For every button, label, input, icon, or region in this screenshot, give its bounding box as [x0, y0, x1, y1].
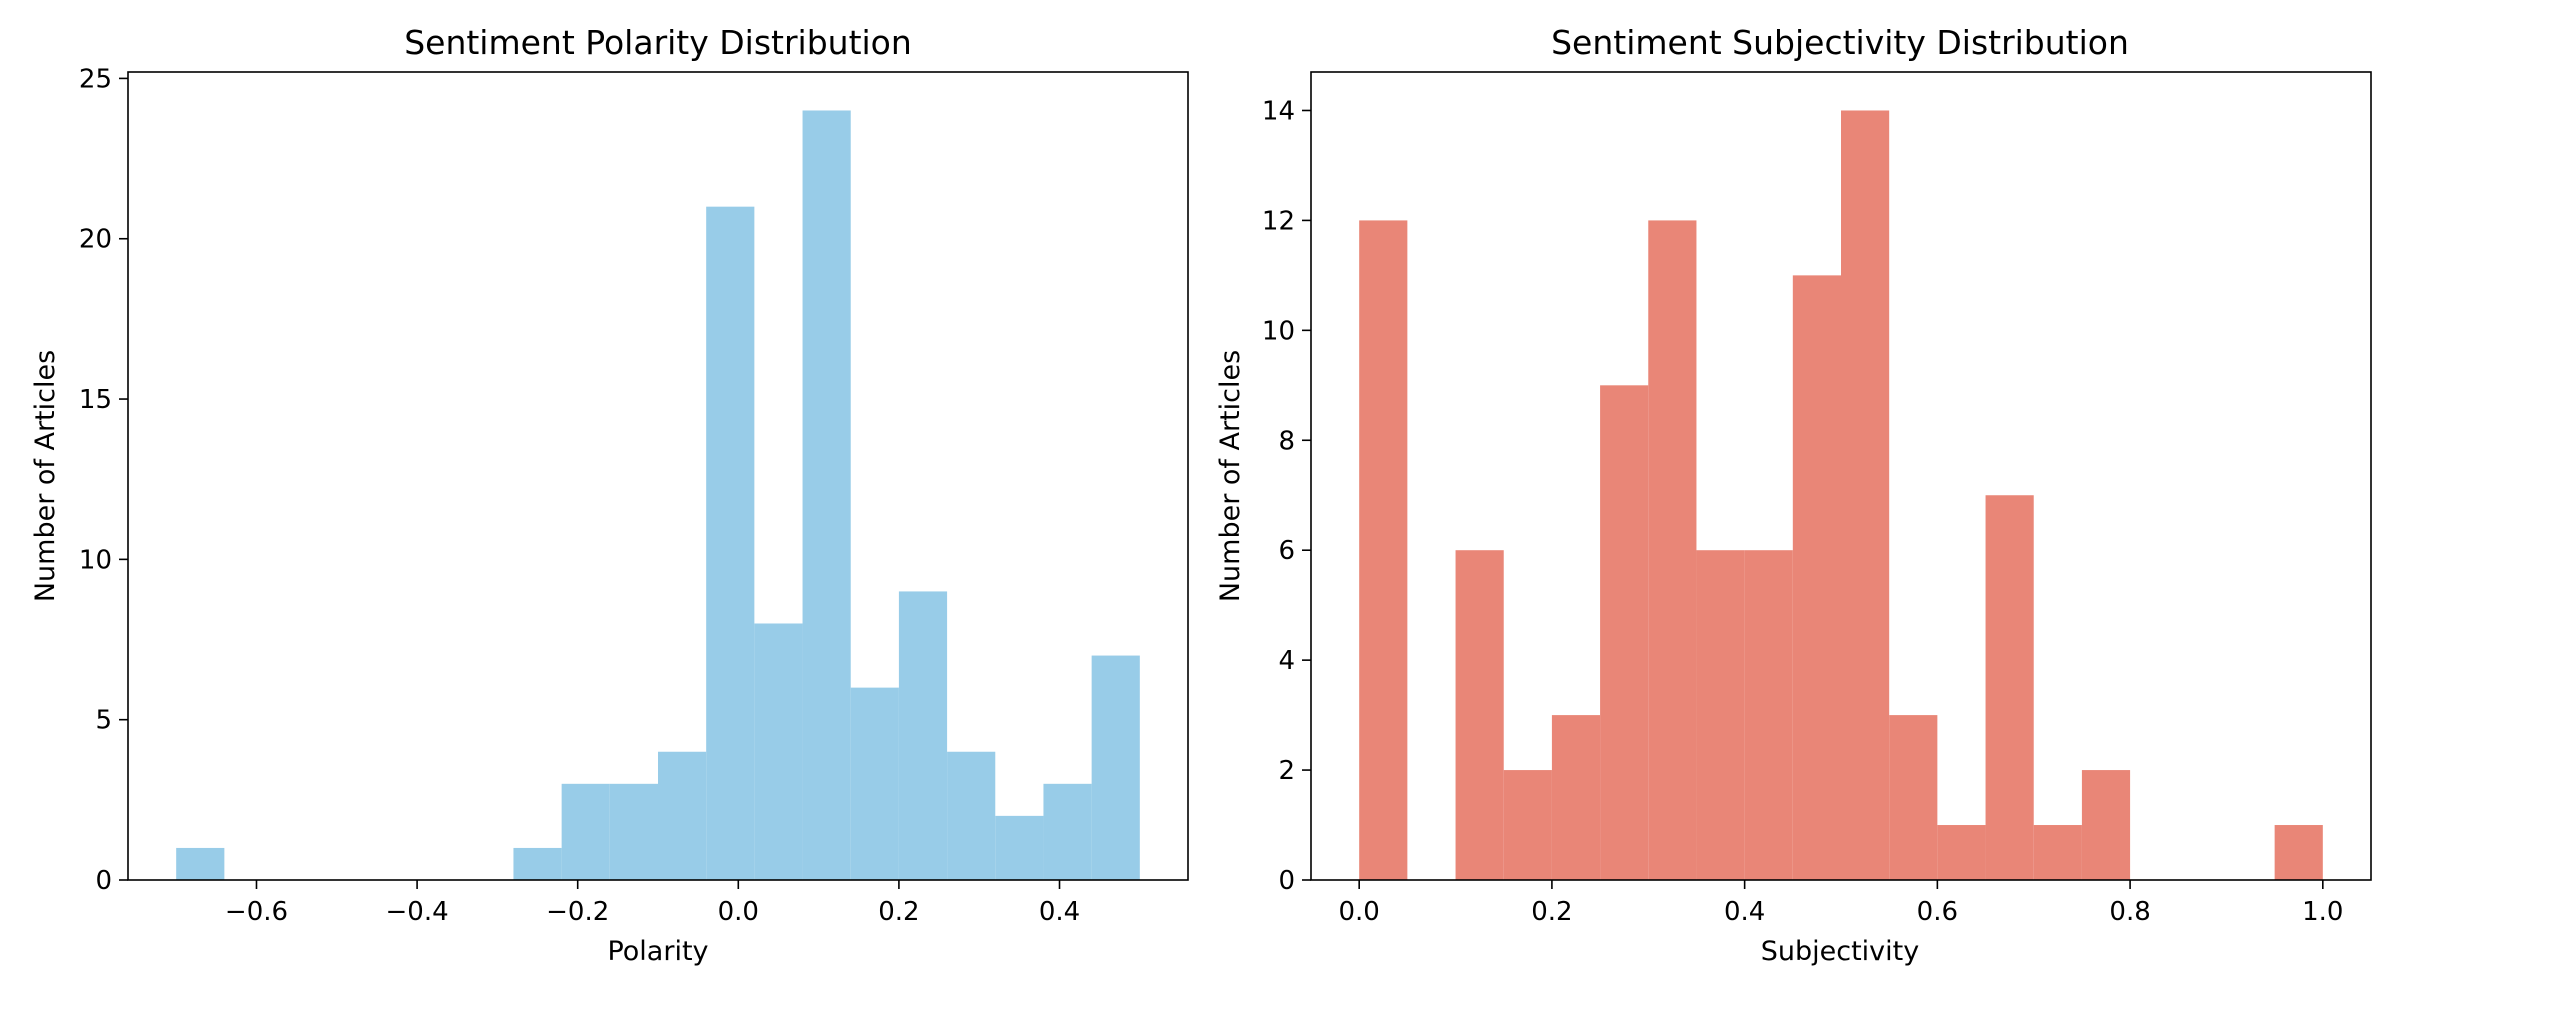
subjectivity-x-axis-label: Subjectivity — [1761, 936, 1920, 967]
subjectivity-x-tick-label: 0.4 — [1724, 897, 1765, 927]
polarity-bars — [176, 110, 1140, 881]
polarity-x-axis-label: Polarity — [607, 936, 708, 967]
polarity-bar — [802, 110, 851, 881]
polarity-y-tick-label: 20 — [79, 225, 112, 255]
subjectivity-bar — [1889, 715, 1938, 880]
polarity-x-tick-label: 0.2 — [878, 897, 919, 927]
subjectivity-y-tick-label: 14 — [1262, 96, 1295, 126]
subjectivity-bar — [1744, 550, 1793, 880]
subjectivity-bar — [1792, 275, 1841, 880]
subjectivity-y-axis-label: Number of Articles — [1215, 350, 1246, 602]
polarity-x-tick-label: 0.4 — [1039, 897, 1080, 927]
subjectivity-x-axis-ticks: 0.0 0.2 0.4 0.6 0.8 1.0 — [1339, 880, 2343, 927]
polarity-bar — [1091, 655, 1140, 880]
subjectivity-bar — [2033, 825, 2082, 880]
polarity-x-tick-label: −0.4 — [386, 897, 449, 927]
polarity-bar — [609, 783, 658, 880]
subjectivity-bar — [1551, 715, 1601, 880]
subjectivity-x-tick-label: 0.8 — [2109, 897, 2150, 927]
subjectivity-histogram-panel: Sentiment Subjectivity Distribution 0 2 4 6… — [1215, 23, 2372, 967]
subjectivity-bar — [2274, 825, 2323, 880]
polarity-bar — [947, 751, 996, 880]
subjectivity-bar — [1841, 110, 1890, 881]
polarity-bar — [658, 751, 707, 880]
subjectivity-chart-title: Sentiment Subjectivity Distribution — [1551, 23, 2129, 62]
subjectivity-y-tick-label: 10 — [1262, 316, 1295, 346]
subjectivity-y-tick-label: 4 — [1278, 646, 1295, 676]
subjectivity-y-tick-label: 8 — [1278, 426, 1295, 456]
polarity-chart-title: Sentiment Polarity Distribution — [404, 23, 912, 62]
polarity-y-axis-label: Number of Articles — [30, 350, 61, 602]
polarity-bar — [513, 847, 562, 880]
subjectivity-bars — [1359, 110, 2323, 881]
subjectivity-bar — [1648, 220, 1697, 880]
polarity-y-tick-label: 0 — [95, 866, 112, 896]
polarity-bar — [176, 847, 225, 880]
polarity-y-tick-label: 25 — [79, 64, 112, 94]
subjectivity-bar — [1600, 385, 1649, 880]
subjectivity-y-tick-label: 12 — [1262, 206, 1295, 236]
subjectivity-x-tick-label: 0.2 — [1531, 897, 1572, 927]
subjectivity-x-tick-label: 1.0 — [2302, 897, 2343, 927]
subjectivity-x-tick-label: 0.0 — [1339, 897, 1380, 927]
subjectivity-bar — [1503, 770, 1552, 880]
polarity-bar — [995, 815, 1044, 880]
polarity-y-tick-label: 15 — [79, 385, 112, 415]
subjectivity-bar — [1359, 220, 1408, 880]
polarity-x-tick-label: 0.0 — [718, 897, 759, 927]
polarity-bar — [706, 206, 755, 881]
polarity-histogram-panel: Sentiment Polarity Distribution 0 5 10 15 20… — [30, 23, 1189, 967]
subjectivity-bar — [1937, 825, 1986, 880]
subjectivity-bar — [1696, 550, 1745, 880]
polarity-bar — [754, 623, 803, 880]
polarity-y-axis-ticks: 0 5 10 15 20 25 — [79, 64, 128, 896]
subjectivity-bar — [2081, 770, 2131, 880]
polarity-axes-frame — [127, 71, 1189, 881]
subjectivity-y-tick-label: 6 — [1278, 536, 1295, 566]
polarity-bar — [561, 783, 610, 880]
polarity-bar — [898, 591, 948, 880]
polarity-bar — [1043, 783, 1092, 880]
polarity-bar — [850, 687, 899, 880]
subjectivity-bar — [1455, 550, 1504, 880]
polarity-y-tick-label: 10 — [79, 545, 112, 575]
polarity-x-tick-label: −0.2 — [546, 897, 609, 927]
subjectivity-x-tick-label: 0.6 — [1917, 897, 1958, 927]
subjectivity-axes-frame — [1310, 71, 2372, 881]
polarity-x-tick-label: −0.6 — [225, 897, 288, 927]
polarity-y-tick-label: 5 — [95, 706, 112, 736]
subjectivity-y-axis-ticks: 0 2 4 6 8 10 12 14 — [1262, 96, 1311, 896]
subjectivity-bar — [1985, 495, 2034, 880]
polarity-x-axis-ticks: −0.6 −0.4 −0.2 0.0 0.2 0.4 — [225, 880, 1080, 927]
subjectivity-y-tick-label: 2 — [1278, 756, 1295, 786]
subjectivity-y-tick-label: 0 — [1278, 866, 1295, 896]
